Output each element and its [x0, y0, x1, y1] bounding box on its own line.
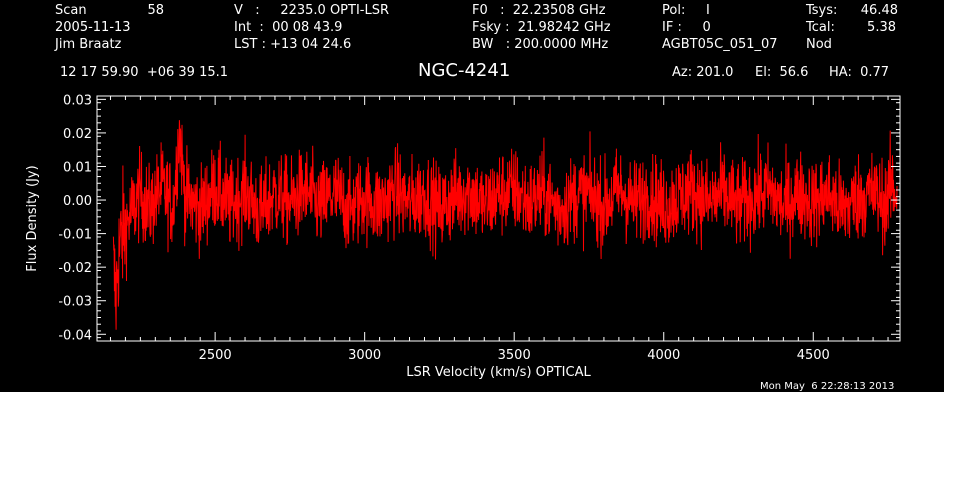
elevation: El: 56.6 [755, 65, 809, 80]
y-tick-label: -0.04 [58, 328, 92, 343]
x-tick-label: 3000 [348, 348, 381, 363]
procedure-name: Nod [806, 37, 832, 52]
y-tick-label: 0.02 [63, 127, 92, 142]
spectrum-chart: 2500 3000 3500 4000 4500 -0.04 -0.03 -0.02 -0.01… [25, 93, 901, 380]
x-tick-label: 3500 [498, 348, 531, 363]
x-tick-label: 4000 [647, 348, 680, 363]
hour-angle: HA: 0.77 [829, 65, 890, 80]
y-tick-label: -0.02 [58, 261, 92, 276]
y-tick-label: -0.01 [58, 228, 92, 243]
x-tick-label: 2500 [199, 348, 232, 363]
y-tick-label: -0.03 [58, 295, 92, 310]
azimuth: Az: 201.0 [672, 65, 734, 80]
tsys-label: Tsys: [806, 3, 838, 18]
y-tick-label: 0.00 [63, 194, 92, 209]
source-coordinates: 12 17 59.90 +06 39 15.1 [60, 65, 229, 80]
plot-timestamp: Mon May 6 22:28:13 2013 [760, 381, 895, 392]
x-axis-label: LSR Velocity (km/s) OPTICAL [406, 365, 591, 380]
y-tick-label: 0.03 [63, 93, 92, 108]
scan-label: Scan [55, 3, 87, 18]
y-axis-label: Flux Density (Jy) [25, 165, 40, 271]
polarization: Pol: I [662, 3, 710, 18]
observer-name: Jim Braatz [55, 37, 122, 52]
scan-number: 58 [147, 3, 164, 18]
source-name: NGC-4241 [418, 60, 511, 81]
if-number: IF : 0 [662, 20, 711, 35]
bandwidth: BW : 200.0000 MHz [472, 37, 609, 52]
rest-frequency: F0 : 22.23508 GHz [472, 3, 606, 18]
tcal-value: 5.38 [867, 20, 896, 35]
y-tick-label: 0.01 [63, 160, 92, 175]
integration-time: Int : 00 08 43.9 [234, 20, 343, 35]
spectrum-trace [112, 120, 898, 330]
tsys-value: 46.48 [860, 3, 898, 18]
observation-date: 2005-11-13 [55, 20, 131, 35]
velocity-info: V : 2235.0 OPTI-LSR [234, 3, 390, 18]
sky-frequency: Fsky : 21.98242 GHz [472, 20, 611, 35]
lst-info: LST : +13 04 24.6 [234, 37, 352, 52]
spectrum-panel: Scan 58 2005-11-13 Jim Braatz V : 2235.0… [0, 0, 944, 392]
plot-frame [96, 95, 901, 342]
project-id: AGBT05C_051_07 [662, 37, 778, 52]
tcal-label: Tcal: [806, 20, 835, 35]
x-tick-label: 4500 [797, 348, 830, 363]
